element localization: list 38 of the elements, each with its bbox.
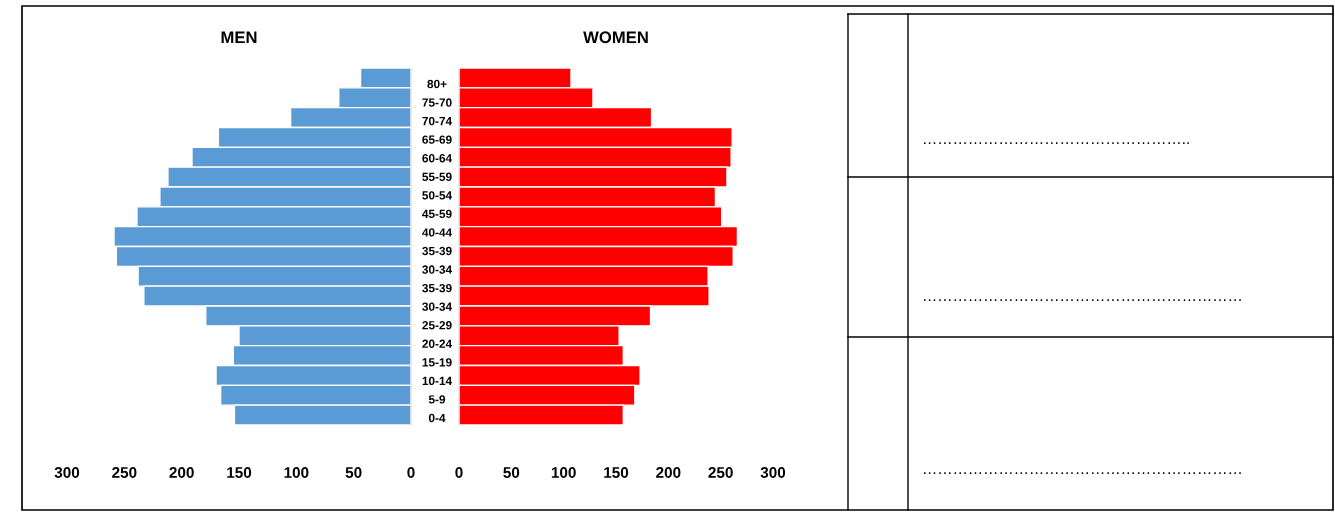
text: 15-19 (422, 358, 452, 367)
x-tick-label: 150 (604, 467, 629, 478)
x-tick-label: 0 (455, 467, 463, 478)
text: 20-24 (422, 339, 453, 348)
text: 30-34 (422, 302, 453, 311)
x-tick-label: 300 (54, 467, 80, 478)
text: 35-39 (422, 246, 452, 256)
text: 60-64 (422, 154, 453, 163)
text: 35-39 (422, 283, 452, 293)
text: 30-34 (422, 265, 453, 274)
x-tick-label: 50 (503, 467, 520, 478)
x-tick-label: 100 (551, 467, 576, 478)
x-tick-label: 200 (169, 467, 194, 478)
x-tick-label: 300 (760, 467, 786, 478)
text: …………………………………………….. (924, 142, 1189, 144)
text: 80+ (427, 79, 447, 89)
text: 40-44 (422, 228, 453, 237)
text: 5-9 (428, 395, 446, 404)
x-tick-label: 0 (407, 467, 415, 478)
x-tick-label: 250 (708, 467, 733, 478)
text: 70-74 (422, 116, 453, 126)
x-tick-label: 50 (345, 467, 362, 478)
text: 65-69 (422, 135, 452, 144)
x-tick-label: 250 (112, 467, 137, 478)
text: 10-14 (422, 376, 453, 386)
x-tick-label: 150 (227, 467, 252, 478)
text: 25-29 (422, 321, 452, 330)
text: ……………………………………………………… (924, 299, 1241, 301)
x-tick-label: 200 (656, 467, 681, 478)
chart-title: WOMEN (583, 31, 648, 44)
chart-title: MEN (221, 31, 257, 43)
text: 0-4 (428, 413, 446, 423)
text: 55-59 (422, 172, 452, 181)
text: 75-70 (422, 98, 452, 107)
x-tick-label: 100 (284, 467, 309, 478)
text: 45-59 (422, 209, 452, 219)
text: 50-54 (422, 191, 453, 200)
text: ……………………………………………………… (924, 472, 1241, 474)
